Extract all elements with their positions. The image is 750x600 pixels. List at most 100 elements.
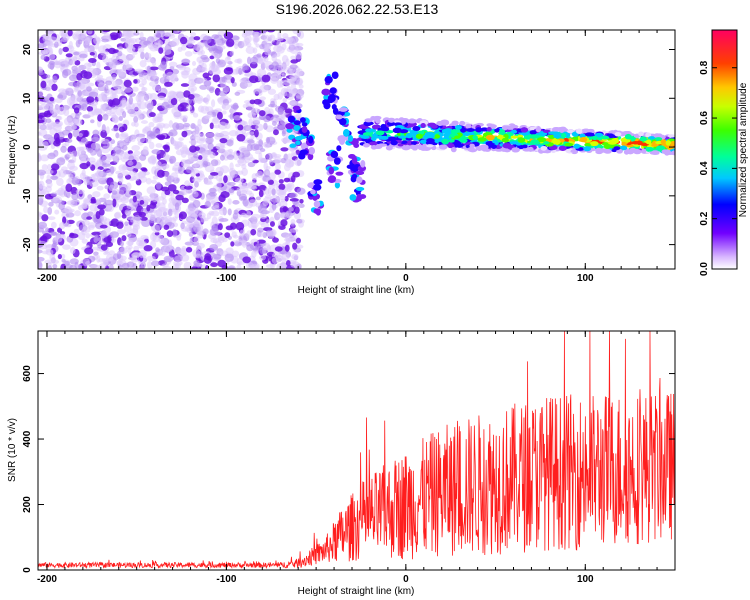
spectrogram-noise-point [101,163,112,168]
spectrogram-noise-point [69,165,78,172]
spectrogram-noise-point [144,93,150,102]
spectrogram-noise-point [146,261,153,269]
spectrogram-noise-point [286,153,293,161]
spectrogram-transition-point [295,140,301,146]
spectrogram-noise-point [162,144,170,150]
spectrogram-signal-point [385,145,393,151]
spectrogram-noise-point [173,260,183,266]
spectrogram-noise-point [42,141,49,149]
spectrogram-noise-point [56,157,66,166]
spectrogram-noise-point [214,132,220,140]
spectrogram-noise-point [115,107,124,116]
spectrogram-noise-point [105,254,114,262]
spectrogram-noise-point [288,43,294,48]
spectrogram-noise-point [289,45,299,55]
spectrogram-noise-point [108,184,116,192]
spectrogram-noise-point [247,139,255,144]
spectrogram-noise-point [210,159,219,167]
spectrogram-noise-point [194,181,199,188]
spectrogram-noise-point [68,74,78,82]
spectrogram-noise-point [258,189,264,198]
spectrogram-noise-point [94,234,99,241]
spectrogram-noise-point [284,159,295,168]
spectrogram-noise-point [138,101,147,110]
spectrogram-transition-point [324,75,333,84]
spectrogram-signal-point [635,149,642,154]
spectrogram-signal-point [535,126,542,133]
spectrogram-noise-point [45,74,51,79]
spectrogram-noise-point [292,242,298,250]
snr-ytick-label: 400 [22,430,33,447]
spectrogram-noise-point [46,41,55,46]
spectrogram-noise-point [213,52,220,59]
spectrogram-noise-point [94,170,104,178]
spectrogram-noise-point [53,196,62,203]
spectrogram-noise-point [86,86,92,92]
spectrogram-noise-point [186,104,193,111]
spectrogram-noise-point [39,103,49,111]
spectrogram-noise-point [244,72,250,77]
spectrogram-noise-point [269,262,276,269]
spectrogram-noise-point [168,155,177,164]
spectrogram-noise-point [253,144,264,151]
spectrogram-signal-point [614,132,622,137]
spectrogram-noise-point [128,201,139,205]
spectrogram-noise-point [108,250,115,256]
spectrogram-noise-point [233,152,239,161]
spectrogram-noise-point [241,239,248,248]
spectrogram-signal-point [480,147,488,151]
spectrogram-noise-point [168,201,175,211]
spectrogram-noise-point [246,131,256,136]
spectrogram-transition-point [313,179,323,185]
spectrogram-noise-point [202,160,209,168]
spectrogram-noise-point [132,51,138,55]
spectrogram-signal-point [573,144,581,149]
snr-plot-area [38,331,675,570]
spectrogram-noise-point [237,158,247,166]
spectrogram-noise-point [248,75,259,84]
spectrogram-transition-point [327,94,336,103]
colorbar-label: Normalized spectral amplitude [738,82,749,217]
spectrogram-noise-point [271,202,277,211]
spectrogram-noise-point [189,237,194,244]
spectrogram-noise-point [88,157,96,163]
spectrogram-noise-point [140,235,149,240]
spectrogram-noise-point [183,185,193,190]
spectrogram-noise-point [40,154,50,162]
spectrogram-noise-point [110,237,116,243]
spectrogram-signal-point [388,118,395,123]
spectrogram-noise-point [47,125,53,131]
spectrogram-noise-point [272,237,279,243]
spectrogram-noise-point [290,55,296,60]
spectrogram-noise-point [50,175,59,180]
spectrogram-noise-point [209,122,214,130]
spectrogram-noise-point [93,251,99,256]
spectrogram-marks [38,30,675,269]
spectrogram-signal-point [405,132,413,139]
spectrogram-xtick-label: -100 [216,273,236,284]
spectrogram-signal-point [619,145,628,151]
spectrogram-noise-point [205,136,214,145]
spectrogram-noise-point [195,124,203,131]
spectrogram-transition-point [336,145,342,152]
spectrogram-noise-point [86,176,91,185]
spectrogram-noise-point [271,257,280,264]
spectrogram-noise-point [179,36,188,45]
spectrogram-signal-point [661,149,670,154]
spectrogram-noise-point [159,249,166,256]
spectrogram-noise-point [69,258,79,265]
spectrogram-noise-point [252,116,261,124]
spectrogram-noise-point [236,187,241,193]
spectrogram-noise-point [62,216,67,224]
spectrogram-noise-point [66,138,73,143]
spectrogram-noise-point [118,126,125,133]
spectrogram-noise-point [71,155,77,164]
spectrogram-signal-point [600,135,610,140]
spectrogram-noise-point [121,214,127,219]
spectrogram-noise-point [153,224,161,233]
spectrogram-noise-point [265,219,271,223]
spectrogram-noise-point [282,97,288,103]
spectrogram-noise-point [112,198,117,208]
spectrogram-noise-point [249,192,255,198]
snr-xtick-label: -200 [37,574,57,585]
